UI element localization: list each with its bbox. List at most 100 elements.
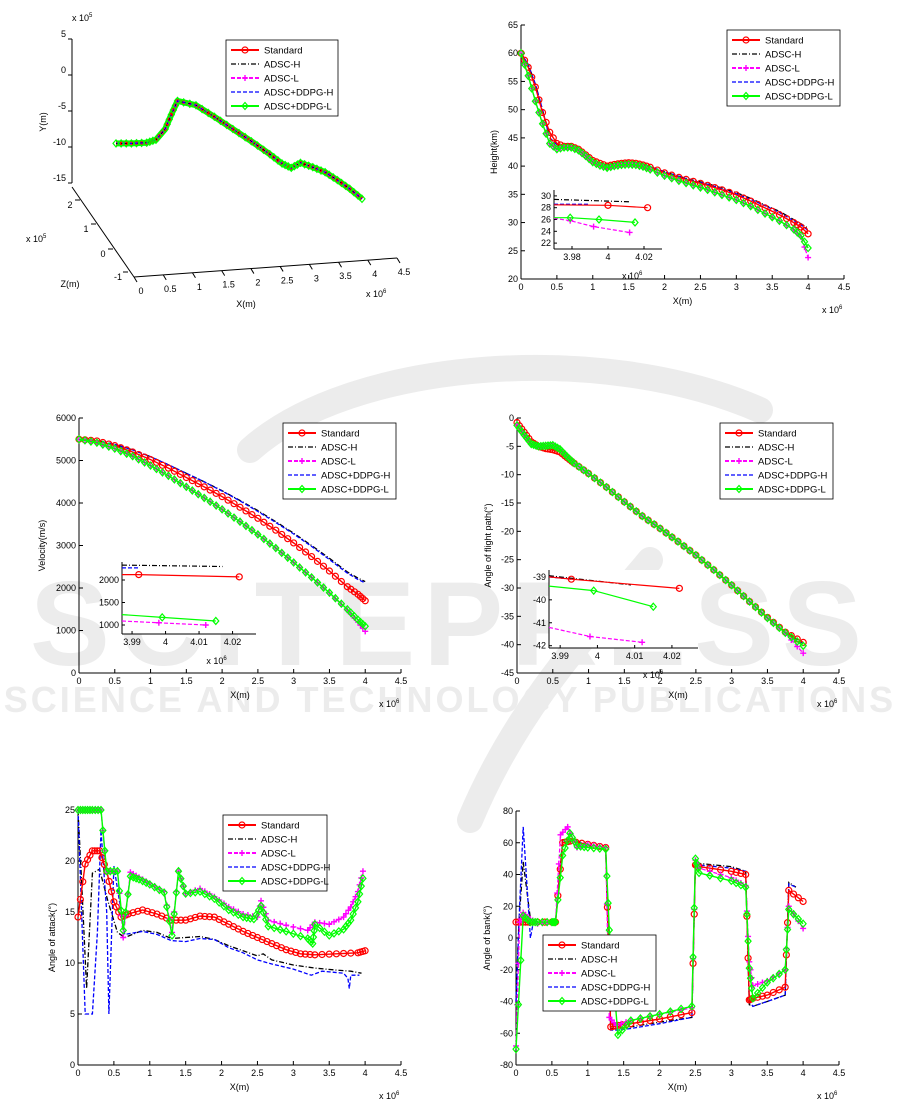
y-axis-label: Y(m) xyxy=(38,112,48,132)
marker-diamond xyxy=(725,193,733,202)
marker-diamond xyxy=(264,921,273,931)
marker-diamond xyxy=(799,919,807,929)
x-tick-label: 2 xyxy=(657,1068,662,1078)
marker-diamond xyxy=(566,213,574,223)
legend-label: ADSC-L xyxy=(581,969,616,980)
legend-label: ADSC+DDPG-L xyxy=(758,485,826,496)
y-tick-label: 5 xyxy=(70,1009,75,1019)
y-tick-label: -35 xyxy=(501,611,514,621)
marker-diamond xyxy=(344,918,353,928)
x-tick xyxy=(133,276,138,283)
marker-diamond xyxy=(721,575,730,585)
marker-diamond xyxy=(200,493,209,503)
marker-diamond xyxy=(99,825,107,835)
marker-diamond xyxy=(698,555,706,565)
y-tick-label: 20 xyxy=(65,856,75,866)
marker-diamond xyxy=(532,441,540,450)
x-tick-label: 4 xyxy=(801,1068,806,1078)
marker-plus xyxy=(590,223,597,230)
marker-diamond xyxy=(142,878,150,888)
marker-diamond xyxy=(583,843,592,852)
marker-circle xyxy=(339,949,348,958)
marker-circle xyxy=(361,947,369,955)
marker-circle xyxy=(135,570,143,579)
y-tick-label: -45 xyxy=(501,668,514,678)
legend-label: ADSC-H xyxy=(765,50,802,61)
marker-plus xyxy=(335,916,342,923)
inset-y-tick-label: 24 xyxy=(541,226,551,236)
series-adsc-ddpg-l xyxy=(74,805,367,949)
marker-diamond xyxy=(257,901,265,911)
x-tick-label: 2 xyxy=(220,676,225,686)
x-tick-label: 4.5 xyxy=(833,676,846,686)
marker-diamond xyxy=(696,183,705,192)
legend-label: ADSC+DDPG-H xyxy=(758,471,828,482)
series-line xyxy=(77,809,362,989)
marker-circle xyxy=(230,500,238,508)
legend-label: Standard xyxy=(261,821,300,832)
series-adsc-ddpg-l xyxy=(75,434,370,631)
legend-label: ADSC+DDPG-H xyxy=(765,78,835,89)
marker-plus xyxy=(352,893,359,900)
marker-diamond xyxy=(142,138,151,148)
inset-series-adsc-h xyxy=(121,564,223,568)
marker-circle xyxy=(727,867,735,875)
y-tick-label: 5000 xyxy=(56,456,76,466)
marker-circle xyxy=(241,46,249,54)
marker-circle xyxy=(337,577,345,586)
marker-diamond xyxy=(337,178,346,188)
x-tick-label: 0 xyxy=(513,1068,518,1078)
marker-circle xyxy=(763,991,771,999)
x-tick-label: 4.5 xyxy=(395,1068,408,1078)
legend-label: ADSC-H xyxy=(581,955,618,966)
legend-item: ADSC+DDPG-L xyxy=(231,102,332,113)
inset-series-line xyxy=(553,204,648,209)
legend-label: ADSC+DDPG-H xyxy=(261,863,331,874)
marker-circle xyxy=(282,946,290,954)
marker-diamond xyxy=(304,161,313,171)
y-tick-label: 0 xyxy=(70,1060,75,1070)
marker-diamond xyxy=(604,898,612,908)
marker-diamond xyxy=(210,894,219,904)
x-tick-label: 0.5 xyxy=(546,1068,559,1078)
marker-circle xyxy=(182,916,190,924)
x-tick-label: 2 xyxy=(219,1068,224,1078)
marker-diamond xyxy=(241,101,249,111)
marker-diamond xyxy=(763,978,772,987)
marker-diamond xyxy=(93,438,101,448)
marker-diamond xyxy=(632,506,641,516)
x-tick-label: 4 xyxy=(801,676,806,686)
marker-diamond xyxy=(578,148,586,158)
marker-diamond xyxy=(784,905,793,914)
marker-circle xyxy=(799,897,807,906)
marker-diamond xyxy=(592,159,601,169)
marker-diamond xyxy=(290,161,299,171)
marker-circle xyxy=(775,986,783,994)
marker-diamond xyxy=(642,163,651,173)
x-tick-label: 0.5 xyxy=(164,284,177,294)
marker-diamond xyxy=(646,1011,654,1021)
x-tick-label: 3 xyxy=(291,1068,296,1078)
x-axis-label: X(m) xyxy=(236,299,256,309)
legend-label: ADSC+DDPG-L xyxy=(264,102,332,113)
marker-diamond xyxy=(656,524,664,533)
marker-diamond xyxy=(212,616,220,626)
marker-diamond xyxy=(247,136,256,146)
marker-circle xyxy=(742,870,750,879)
marker-diamond xyxy=(524,71,532,81)
marker-circle xyxy=(325,950,333,958)
trajectory-series xyxy=(112,96,366,204)
legend-item: ADSC-H xyxy=(732,50,802,61)
marker-diamond xyxy=(146,137,154,147)
inset-y-tick-label: -42 xyxy=(533,641,546,651)
marker-diamond xyxy=(527,84,536,93)
y-tick-label: 50 xyxy=(508,105,518,115)
inset-background xyxy=(122,562,256,634)
x-tick-label: 3.5 xyxy=(766,282,779,292)
marker-circle xyxy=(278,530,286,539)
legend-label: ADSC+DDPG-L xyxy=(261,877,329,888)
y-tick-label: -40 xyxy=(501,640,514,650)
inset-series-adsc-ddpg-l xyxy=(554,213,639,227)
marker-circle xyxy=(212,489,220,497)
inset-x-tick-label: 4.01 xyxy=(626,651,644,661)
